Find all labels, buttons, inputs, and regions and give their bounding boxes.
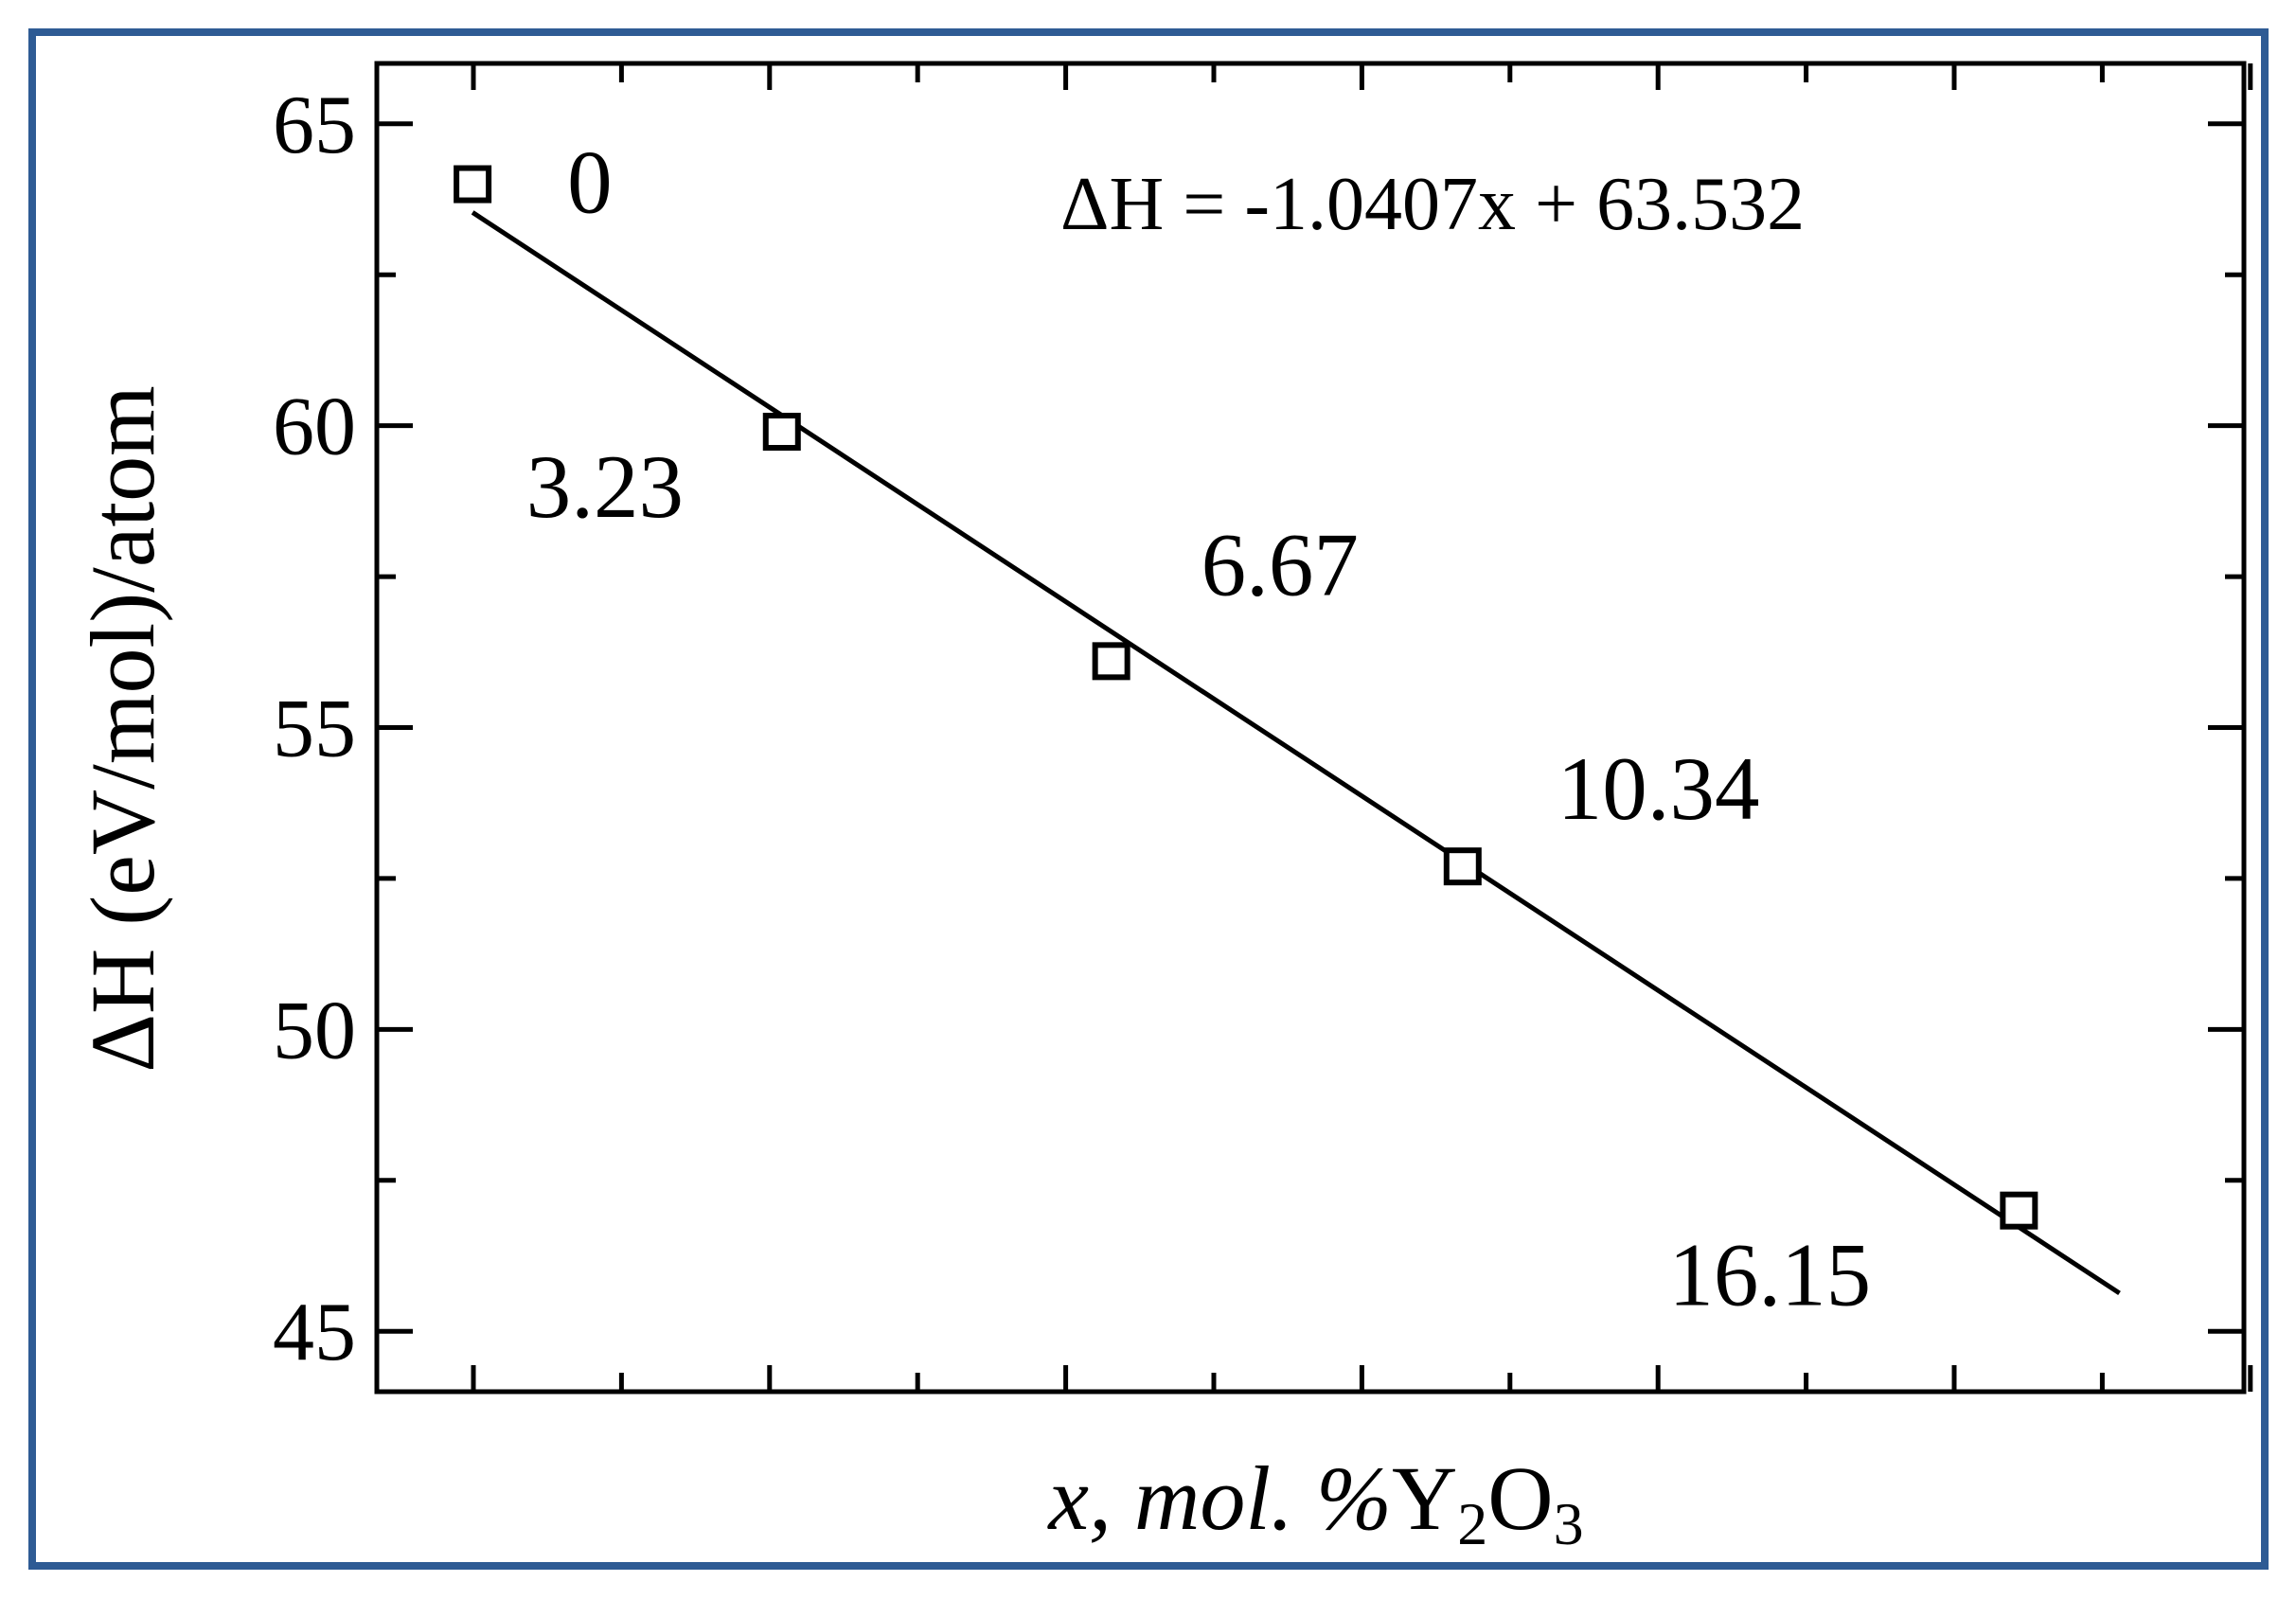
y-axis-label: ΔH (eV/mol)/atom (72, 385, 173, 1073)
y-tick-label: 65 (273, 80, 356, 171)
x-axis-label: x, mol. %Y2O3 (1046, 1448, 1583, 1557)
point-label: 0 (567, 133, 613, 233)
y-tick-label: 50 (273, 985, 356, 1076)
point-label: 6.67 (1201, 514, 1359, 614)
data-markers (454, 165, 2038, 1230)
data-point-marker (1443, 847, 1482, 886)
fit-line (471, 210, 2121, 1296)
x-axis-variable: x (1046, 1448, 1089, 1549)
formula-y: Y (1392, 1448, 1457, 1549)
y-tick-label: 45 (273, 1287, 356, 1378)
x-axis-ticks (471, 63, 2253, 1392)
y-tick-label: 60 (273, 382, 356, 473)
point-label: 10.34 (1557, 738, 1760, 839)
x-axis-unit: , mol. % (1089, 1448, 1392, 1549)
formula-sub-3: 3 (1554, 1490, 1584, 1557)
formula-sub-2: 2 (1457, 1490, 1487, 1557)
point-label: 3.23 (526, 436, 684, 537)
y-axis-ticks: 45 50 55 60 65 (273, 80, 2244, 1378)
point-labels: 0 3.23 6.67 10.34 16.15 (526, 133, 1871, 1325)
point-label: 16.15 (1668, 1225, 1871, 1325)
data-point-marker (454, 165, 492, 204)
data-point-marker (1092, 642, 1130, 681)
data-point-marker (2000, 1191, 2038, 1230)
formula-o: O (1487, 1448, 1553, 1549)
fit-equation: ΔH = -1.0407x + 63.532 (1060, 163, 1805, 246)
figure-frame (28, 28, 2269, 1570)
data-point-marker (762, 413, 801, 452)
y-tick-label: 55 (273, 684, 356, 775)
